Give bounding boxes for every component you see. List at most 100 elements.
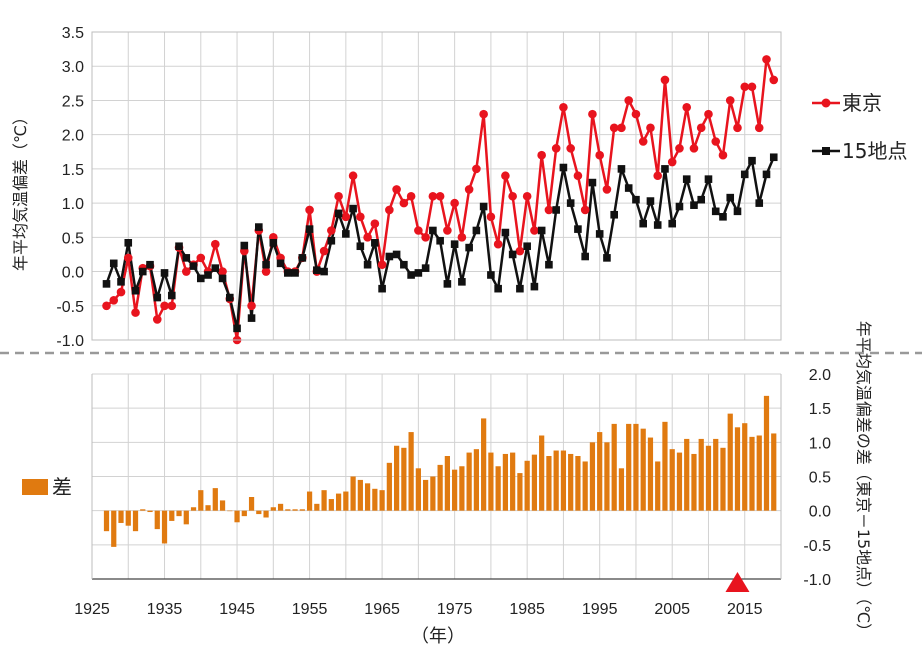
x-tick-label: 1925 xyxy=(74,601,110,618)
bottom-y-tick-label: -0.5 xyxy=(803,538,831,555)
tokyo-point xyxy=(341,212,351,222)
stations-point xyxy=(189,262,198,270)
tokyo-point xyxy=(464,185,474,194)
tokyo-point xyxy=(559,102,568,112)
tokyo-point xyxy=(515,246,525,256)
legend-15-stations-label: 15地点 xyxy=(842,139,907,163)
top-y-tick-label: 2.0 xyxy=(62,128,84,145)
stations-point xyxy=(138,267,147,276)
difference-bar xyxy=(415,468,421,511)
tokyo-point xyxy=(682,102,692,112)
stations-point xyxy=(559,163,568,172)
stations-point xyxy=(523,242,531,251)
stations-point xyxy=(240,241,249,250)
difference-bar xyxy=(169,510,175,521)
stations-point xyxy=(233,324,241,333)
tokyo-point xyxy=(406,191,416,201)
difference-bar xyxy=(727,413,733,511)
difference-bar xyxy=(655,461,661,511)
stations-point xyxy=(436,236,444,245)
tokyo-point xyxy=(638,137,648,146)
axes xyxy=(91,31,782,592)
difference-bar xyxy=(459,466,465,511)
difference-bar xyxy=(248,497,255,511)
difference-bar xyxy=(473,449,480,511)
tokyo-point xyxy=(218,267,227,276)
stations-point xyxy=(508,250,517,259)
stations-point xyxy=(262,260,270,269)
stations-point xyxy=(566,199,575,207)
difference-bar xyxy=(372,488,378,511)
difference-bar xyxy=(662,421,668,511)
tokyo-point xyxy=(501,171,510,181)
stations-point xyxy=(167,291,176,300)
tokyo-point xyxy=(479,109,488,119)
difference-bar xyxy=(328,499,334,511)
difference-bar xyxy=(742,423,748,511)
x-tick-label: 1945 xyxy=(219,601,255,618)
stations-point xyxy=(211,264,220,272)
difference-bar xyxy=(306,491,313,511)
stations-point xyxy=(755,199,764,207)
difference-bar xyxy=(452,469,458,511)
tokyo-point xyxy=(377,260,387,270)
stations-point xyxy=(552,206,560,214)
difference-bar xyxy=(539,435,545,511)
stations-point xyxy=(537,226,546,235)
tokyo-point xyxy=(116,287,126,297)
stations-point xyxy=(334,209,343,218)
difference-bar xyxy=(140,509,146,511)
stations-point xyxy=(226,293,234,302)
stations-point xyxy=(748,156,756,165)
difference-bar xyxy=(241,510,247,517)
stations-point xyxy=(356,242,365,251)
stations-point xyxy=(153,293,162,302)
top-chart-grid xyxy=(91,31,782,341)
difference-bar xyxy=(292,509,298,511)
tokyo-point xyxy=(740,82,750,92)
tokyo-point xyxy=(421,233,430,242)
stations-point xyxy=(617,165,626,173)
difference-bar xyxy=(568,453,574,511)
difference-bar xyxy=(161,510,168,544)
tokyo-point xyxy=(261,267,271,276)
legend-difference-label: 差 xyxy=(52,475,72,499)
tokyo-point xyxy=(181,267,191,276)
stations-point xyxy=(458,278,466,286)
tokyo-point xyxy=(762,55,771,64)
tokyo-point xyxy=(435,191,445,201)
bottom-y-axis-title: 年平均気温偏差の差（東京－15地点）（℃） xyxy=(854,321,873,639)
difference-bar xyxy=(270,507,276,511)
difference-bar xyxy=(633,423,639,511)
difference-bar xyxy=(676,452,683,511)
difference-bar xyxy=(386,462,392,511)
stations-point xyxy=(204,271,212,279)
stations-point xyxy=(479,202,488,211)
x-tick-label: 2005 xyxy=(654,601,690,618)
difference-bar xyxy=(379,490,385,511)
difference-bar xyxy=(575,456,581,511)
stations-point xyxy=(124,239,133,247)
stations-point xyxy=(450,240,459,248)
difference-bar xyxy=(364,483,371,511)
stations-point xyxy=(632,195,640,204)
stations-point xyxy=(675,202,684,211)
bottom-y-tick-label: 0.5 xyxy=(809,470,831,487)
tokyo-point xyxy=(356,212,365,222)
legend-tokyo-label: 東京 xyxy=(842,91,882,115)
difference-bar xyxy=(190,507,197,511)
tokyo-point xyxy=(747,82,757,92)
tokyo-point xyxy=(247,301,256,311)
difference-bar xyxy=(720,447,726,511)
tokyo-point xyxy=(102,301,111,311)
difference-bar xyxy=(713,438,719,511)
temperature-lines xyxy=(102,55,779,345)
stations-point xyxy=(733,207,742,216)
bottom-y-tick-label: 2.0 xyxy=(809,367,831,384)
stations-point xyxy=(298,254,307,262)
tokyo-point xyxy=(588,109,597,119)
top-y-tick-label: 1.0 xyxy=(62,196,84,213)
tokyo-point xyxy=(109,296,119,305)
tokyo-point xyxy=(689,144,699,153)
stations-point xyxy=(255,223,263,231)
